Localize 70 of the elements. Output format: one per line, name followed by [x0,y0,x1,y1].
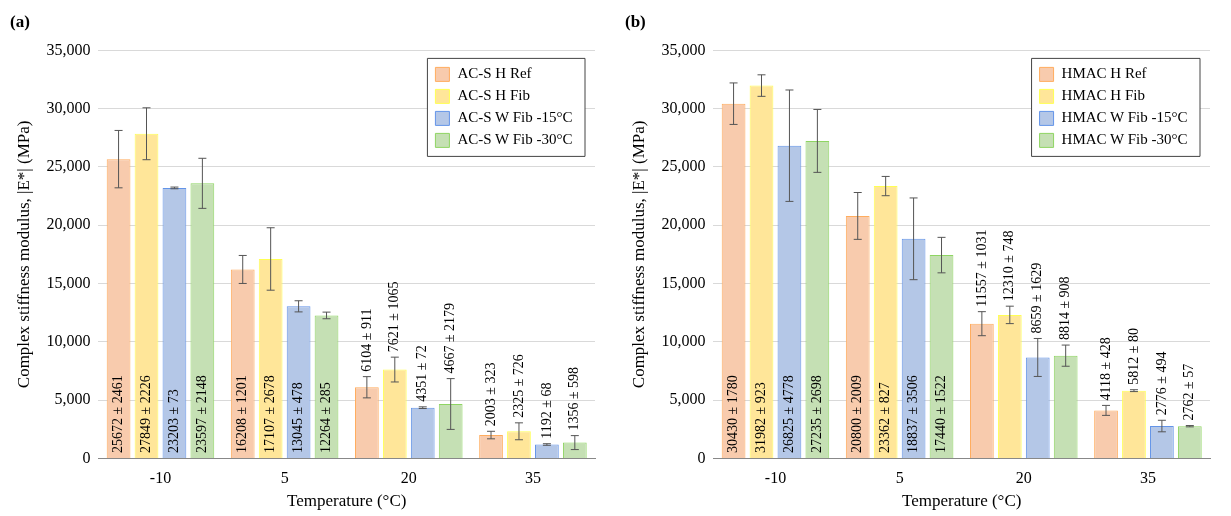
x-tick-label: -10 [149,469,172,487]
data-label: 1192 ± 68 [538,382,554,439]
legend-label: HMAC H Ref [1061,65,1147,82]
data-label: 11557 ± 1031 [973,229,989,307]
y-tick-label: 35,000 [661,40,706,58]
y-tick-label: 30,000 [661,98,706,116]
y-tick-label: 15,000 [661,273,706,291]
data-label: 5812 ± 80 [1125,328,1141,385]
data-label: 8659 ± 1629 [1029,262,1045,334]
y-tick-label: 20,000 [46,215,91,233]
y-tick-label: 30,000 [46,98,91,116]
x-axis-title: Temperature (°C) [287,491,407,511]
y-tick-label: 10,000 [46,332,91,350]
data-label: 4118 ± 428 [1097,337,1113,401]
y-tick-label: 5,000 [54,390,91,408]
data-label: 27235 ± 2698 [809,375,825,453]
data-label: 4667 ± 2179 [442,302,458,374]
data-label: 13045 ± 478 [290,382,306,453]
legend-label: AC-S W Fib -15°C [457,109,573,126]
x-tick-label: 35 [1139,469,1156,487]
data-label: 7621 ± 1065 [386,281,402,353]
legend-label: HMAC W Fib -15°C [1061,109,1188,126]
legend-label: AC-S W Fib -30°C [457,131,573,148]
x-tick-label: 20 [400,469,417,487]
x-tick-label: 20 [1015,469,1032,487]
data-label: 26825 ± 4778 [781,375,797,453]
y-tick-label: 5,000 [669,390,706,408]
y-tick-label: 0 [82,448,91,466]
data-label: 17107 ± 2678 [262,375,278,453]
data-label: 6104 ± 911 [358,308,374,372]
x-tick-label: 35 [524,469,541,487]
data-label: 23362 ± 827 [877,382,893,453]
y-tick-label: 10,000 [661,332,706,350]
legend-label: HMAC W Fib -30°C [1061,131,1188,148]
data-label: 16208 ± 1201 [234,375,250,453]
data-label: 2776 ± 494 [1153,351,1169,416]
data-label: 20800 ± 2009 [849,375,865,453]
y-tick-label: 20,000 [661,215,706,233]
data-label: 27849 ± 2226 [138,375,154,453]
data-label: 17440 ± 1522 [933,375,949,453]
legend-label: AC-S H Ref [457,65,532,82]
data-label: 1356 ± 598 [566,366,582,431]
data-label: 2003 ± 323 [482,362,498,427]
data-label: 12310 ± 748 [1001,230,1017,302]
y-axis-title: Complex stiffness modulus, |E*| (MPa) [628,120,648,389]
legend-label: HMAC H Fib [1061,87,1145,104]
x-tick-label: -10 [764,469,787,487]
data-label: 8814 ± 908 [1057,276,1073,341]
y-tick-label: 35,000 [46,40,91,58]
data-label: 25672 ± 2461 [110,375,126,453]
data-label: 18837 ± 3506 [905,375,921,453]
data-label: 12264 ± 285 [318,382,334,453]
x-tick-label: 5 [280,469,289,487]
chart-title: (a) [10,11,30,31]
data-label: 31982 ± 923 [753,382,769,453]
chart-title: (b) [625,11,646,31]
x-axis-title: Temperature (°C) [902,491,1022,511]
data-label: 2325 ± 726 [510,354,526,418]
x-tick-label: 5 [895,469,904,487]
y-tick-label: 25,000 [661,157,706,175]
data-label: 4351 ± 72 [414,345,430,402]
y-axis-title: Complex stiffness modulus, |E*| (MPa) [13,120,33,389]
data-label: 23597 ± 2148 [194,375,210,453]
data-label: 2762 ± 57 [1181,363,1197,421]
data-label: 30430 ± 1780 [725,375,741,453]
y-tick-label: 0 [697,448,706,466]
legend-label: AC-S H Fib [457,87,530,104]
data-label: 23203 ± 73 [166,389,182,453]
y-tick-label: 25,000 [46,157,91,175]
y-tick-label: 15,000 [46,273,91,291]
